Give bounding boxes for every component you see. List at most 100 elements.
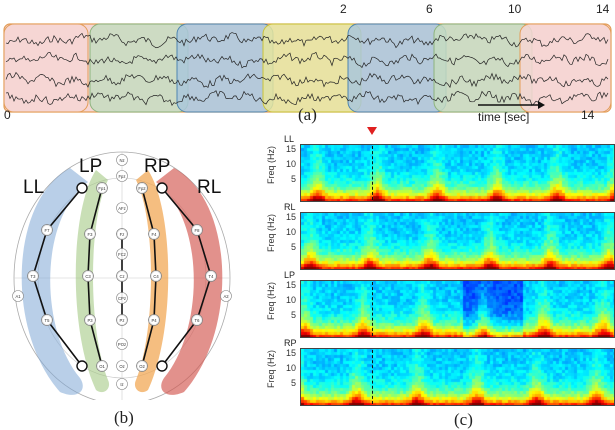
electrode-A2 bbox=[220, 290, 232, 302]
spectrogram-ylabel: Freq (Hz) bbox=[266, 282, 276, 320]
electrode-montage-figure: Nz Fpz AFz Fz FCz Cz CPz Pz POz Oz Iz Fp1 Fp2 F7 F8 F3 F… bbox=[12, 151, 232, 400]
eeg-trace-3 bbox=[5, 71, 609, 89]
spectrogram-ylabel: Freq (Hz) bbox=[266, 146, 276, 184]
region-band-RL bbox=[156, 168, 223, 395]
electrode-label-FCz: FCz bbox=[118, 252, 126, 257]
spectrogram-RP: RP Freq (Hz) 15 10 5 bbox=[262, 338, 615, 406]
electrode-label-Fp1: Fp1 bbox=[98, 186, 106, 191]
spectrogram-image bbox=[300, 280, 615, 338]
electrode-label-C3: C3 bbox=[85, 274, 91, 279]
electrode-label-CPz: CPz bbox=[118, 296, 126, 301]
electrode-label-Fz: Fz bbox=[120, 232, 125, 237]
spectrogram-ytick: 15 bbox=[285, 212, 296, 222]
event-dashed-line bbox=[372, 350, 373, 404]
electrode-T5 bbox=[41, 314, 53, 326]
eeg-window-4 bbox=[347, 23, 447, 113]
spectrogram-ytick: 10 bbox=[285, 227, 296, 237]
electrode-label-P4: P4 bbox=[151, 318, 157, 323]
electrode-F3 bbox=[84, 228, 96, 240]
time-tick-6: 6 bbox=[426, 2, 433, 16]
electrode-P3 bbox=[84, 314, 96, 326]
region-band-RP bbox=[134, 170, 169, 393]
electrode-Nz bbox=[116, 154, 128, 166]
electrode-Fp1 bbox=[96, 182, 108, 194]
spectrogram-ytick: 5 bbox=[290, 242, 296, 252]
spectrogram-image bbox=[300, 348, 615, 406]
spectrogram-name: LP bbox=[284, 270, 296, 280]
electrode-Fpz bbox=[116, 170, 128, 182]
chain-node-RL-4 bbox=[156, 360, 168, 372]
electrode-Iz bbox=[116, 378, 128, 390]
time-axis-label: time [sec] bbox=[478, 110, 530, 124]
spectrogram-ytick: 10 bbox=[285, 295, 296, 305]
spectrogram-image bbox=[300, 144, 615, 202]
electrode-POz bbox=[116, 338, 128, 350]
electrode-F7 bbox=[41, 224, 53, 236]
electrode-P4 bbox=[148, 314, 160, 326]
eeg-window-0 bbox=[3, 23, 89, 113]
time-tick-2: 2 bbox=[340, 2, 347, 16]
spectrogram-ytick: 5 bbox=[290, 174, 296, 184]
electrode-label-A2: A2 bbox=[223, 294, 229, 299]
eeg-window-6 bbox=[519, 23, 612, 113]
electrode-label-O1: O1 bbox=[99, 364, 105, 369]
time-tick-14-bottom: 14 bbox=[581, 108, 595, 122]
region-label-LL: LL bbox=[23, 177, 45, 198]
electrode-label-F8: F8 bbox=[195, 228, 201, 233]
spectrogram-ytick: 10 bbox=[285, 159, 296, 169]
electrode-label-P3: P3 bbox=[87, 318, 93, 323]
electrode-label-T4: T4 bbox=[209, 274, 215, 279]
electrode-label-Nz: Nz bbox=[119, 158, 124, 163]
eeg-trace-4 bbox=[5, 90, 609, 107]
eeg-trace-1 bbox=[5, 32, 609, 49]
electrode-label-Cz: Cz bbox=[119, 274, 124, 279]
electrode-label-T5: T5 bbox=[45, 318, 51, 323]
electrode-O2 bbox=[136, 360, 148, 372]
spectrogram-ytick: 15 bbox=[285, 280, 296, 290]
electrode-label-F3: F3 bbox=[88, 232, 94, 237]
electrode-label-Fp2: Fp2 bbox=[138, 186, 146, 191]
electrode-label-POz: POz bbox=[118, 342, 126, 347]
spectrogram-name: LL bbox=[284, 134, 295, 144]
electrode-label-Pz: Pz bbox=[120, 318, 125, 323]
electrode-label-Iz: Iz bbox=[120, 382, 123, 387]
spectrogram-ytick: 5 bbox=[290, 310, 296, 320]
eeg-window-5 bbox=[433, 23, 533, 113]
region-label-LP: LP bbox=[79, 156, 103, 177]
electrode-O1 bbox=[96, 360, 108, 372]
electrode-label-C4: C4 bbox=[153, 274, 159, 279]
electrode-AFz bbox=[116, 202, 128, 214]
panel-c-caption: (c) bbox=[454, 410, 473, 429]
electrode-C4 bbox=[150, 270, 162, 282]
spectrogram-ylabel: Freq (Hz) bbox=[266, 350, 276, 388]
panel-b: Nz Fpz AFz Fz FCz Cz CPz Pz POz Oz Iz Fp1 Fp2 F7 F8 F3 F… bbox=[0, 130, 250, 430]
time-tick-10: 10 bbox=[508, 2, 522, 16]
spectrogram-ytick: 15 bbox=[285, 144, 296, 154]
spectrogram-name: RL bbox=[284, 202, 296, 212]
spectrogram-ytick: 10 bbox=[285, 363, 296, 373]
spectrogram-image bbox=[300, 212, 615, 270]
electrode-label-F7: F7 bbox=[45, 228, 51, 233]
spectrogram-name: RP bbox=[284, 338, 297, 348]
electrode-Fz bbox=[116, 228, 128, 240]
region-label-RL: RL bbox=[197, 177, 222, 198]
electrode-CPz bbox=[116, 292, 128, 304]
region-band-LP bbox=[75, 170, 110, 393]
electrode-label-AFz: AFz bbox=[118, 206, 125, 211]
electrode-label-T3: T3 bbox=[31, 274, 37, 279]
electrode-T3 bbox=[27, 270, 39, 282]
chain-node-LL-4 bbox=[76, 360, 88, 372]
electrode-label-A1: A1 bbox=[15, 294, 21, 299]
spectrogram-ytick: 5 bbox=[290, 378, 296, 388]
electrode-label-O2: O2 bbox=[139, 364, 145, 369]
time-arrow-icon bbox=[478, 101, 545, 109]
electrode-Pz bbox=[116, 314, 128, 326]
region-label-RP: RP bbox=[144, 156, 171, 177]
eeg-trace-2 bbox=[5, 51, 609, 69]
electrode-FCz bbox=[116, 248, 128, 260]
electrode-label-F4: F4 bbox=[152, 232, 158, 237]
event-marker-icon bbox=[367, 127, 377, 135]
spectrogram-LL: LL Freq (Hz) 15 10 5 bbox=[262, 134, 615, 202]
electrode-T6 bbox=[191, 314, 203, 326]
electrode-label-Fpz: Fpz bbox=[119, 174, 126, 179]
